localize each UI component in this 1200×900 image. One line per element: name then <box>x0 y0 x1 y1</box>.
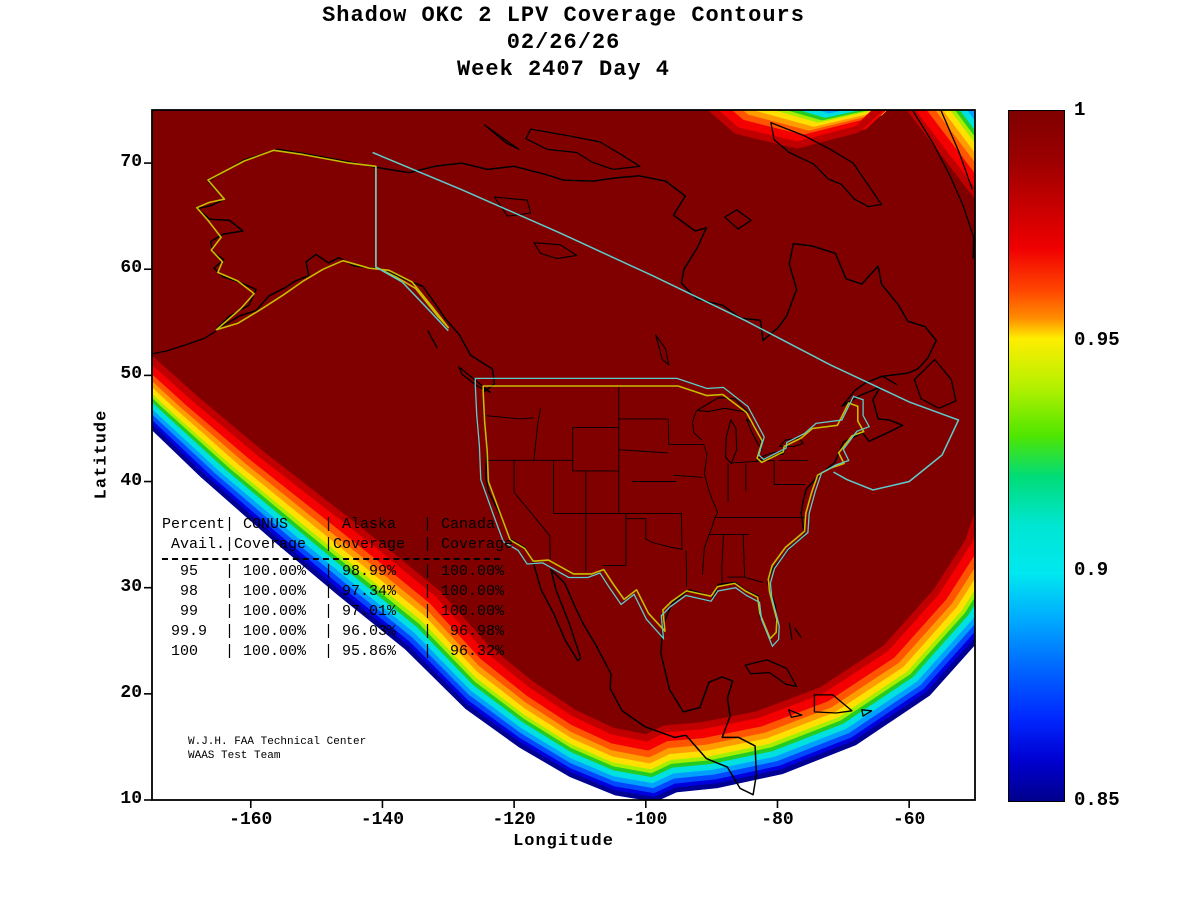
y-tick-label-50: 50 <box>120 364 142 385</box>
coverage-table-row: 99.9 | 100.00% | 96.03% | 96.98% <box>162 623 505 640</box>
colorbar <box>1008 110 1065 802</box>
coverage-table-divider <box>162 558 500 560</box>
colorbar-tick-0_9: 0.9 <box>1074 559 1109 581</box>
x-tick-label--60: -60 <box>892 810 926 830</box>
x-tick-label--80: -80 <box>761 810 794 830</box>
colorbar-tick-1: 1 <box>1074 99 1086 121</box>
coverage-table-row: 98 | 100.00% | 97.34% | 100.00% <box>162 583 505 600</box>
colorbar-tick-0_95: 0.95 <box>1074 329 1120 351</box>
coverage-table-row: 95 | 100.00% | 98.99% | 100.00% <box>162 563 505 580</box>
coverage-table-header-line: Percent| CONUS | Alaska | Canada <box>162 516 496 533</box>
y-tick-label-10: 10 <box>120 789 142 809</box>
y-axis-label: Latitude <box>92 409 112 500</box>
y-tick-label-60: 60 <box>120 258 142 279</box>
x-axis-label: Longitude <box>513 832 614 851</box>
credit-block: W.J.H. FAA Technical Center WAAS Test Te… <box>188 735 366 763</box>
chart-subtitle-date: 02/26/26 <box>506 30 621 55</box>
y-tick-label-20: 20 <box>120 682 142 703</box>
x-tick-label--120: -120 <box>492 810 536 830</box>
coverage-table-header-line: Avail.|Coverage |Coverage | Coverage <box>162 536 514 553</box>
x-tick-label--100: -100 <box>624 810 668 830</box>
chart-title-block: Shadow OKC 2 LPV Coverage Contours 02/26… <box>152 2 975 83</box>
coverage-table-row: 100 | 100.00% | 95.86% | 96.32% <box>162 643 505 660</box>
chart-subtitle-week: Week 2407 Day 4 <box>456 57 671 82</box>
y-tick-label-40: 40 <box>120 470 142 491</box>
credit-org: W.J.H. FAA Technical Center <box>188 736 367 748</box>
chart-title: Shadow OKC 2 LPV Coverage Contours <box>322 3 805 28</box>
y-tick-label-70: 70 <box>120 152 142 173</box>
credit-team: WAAS Test Team <box>188 750 281 762</box>
coverage-statistics-table: Percent| CONUS | Alaska | Canada Avail.|… <box>162 515 514 662</box>
x-tick-label--140: -140 <box>360 810 405 830</box>
y-tick-label-30: 30 <box>120 576 142 597</box>
colorbar-tick-0_85: 0.85 <box>1074 789 1120 811</box>
x-tick-label--160: -160 <box>229 810 273 830</box>
coverage-table-row: 99 | 100.00% | 97.01% | 100.00% <box>162 603 505 620</box>
